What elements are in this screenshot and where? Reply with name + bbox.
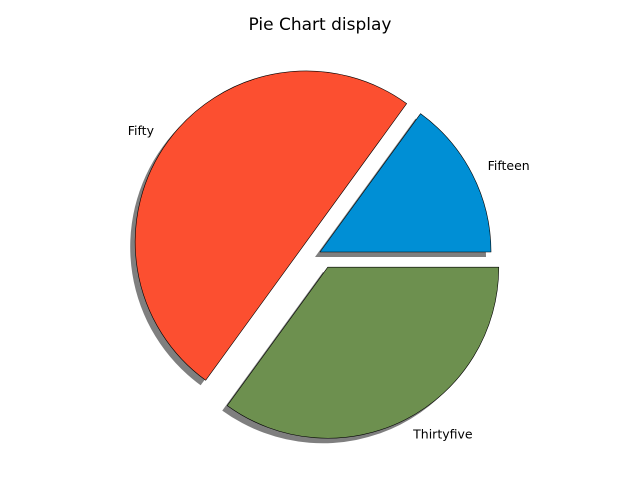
slice-fifteen [319, 113, 492, 253]
slice-thirtyfive [226, 266, 500, 439]
slice-label-thirtyfive: Thirtyfive [412, 426, 473, 441]
slice-label-fifteen: Fifteen [488, 158, 530, 173]
slice-layer [135, 70, 500, 439]
slice-fifty [135, 70, 407, 381]
chart-title: Pie Chart display [249, 15, 392, 35]
label-layer: Fifteen Fifty Thirtyfive [128, 123, 530, 441]
slice-label-fifty: Fifty [128, 123, 155, 138]
